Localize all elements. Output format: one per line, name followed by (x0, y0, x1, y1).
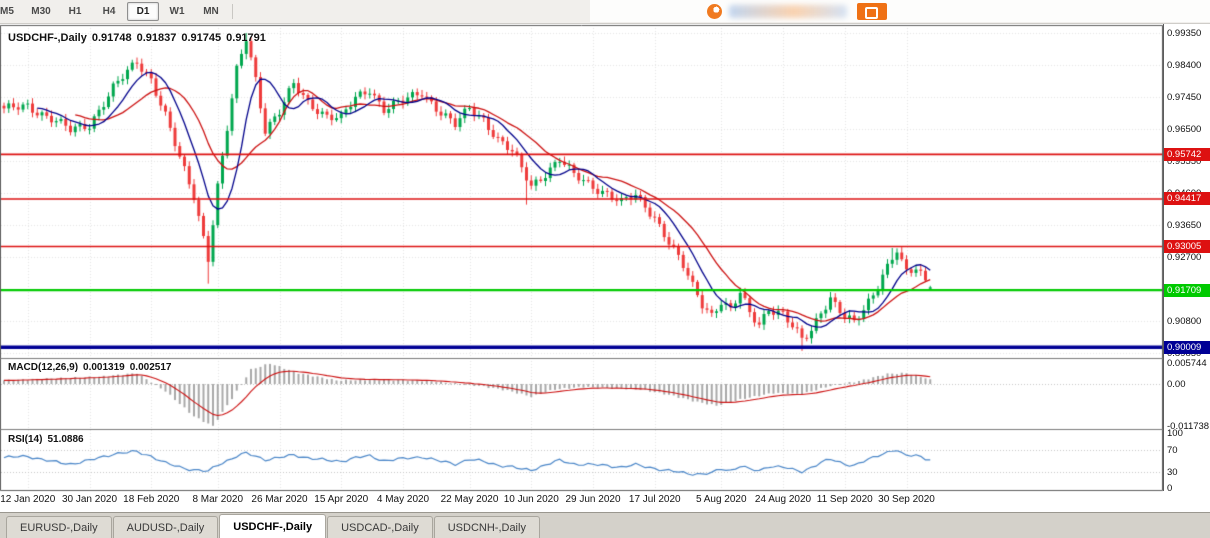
chart-tab-usdchf[interactable]: USDCHF-,Daily (219, 514, 327, 538)
date-tick-label: 5 Aug 2020 (695, 494, 747, 505)
high-value: 0.91837 (136, 32, 177, 44)
chart-window: USDCHF-,Daily 0.91748 0.91837 0.91745 0.9179… (0, 24, 1210, 512)
rsi-name: RSI(14) (8, 434, 43, 445)
symbol-period-label: USDCHF-,Daily (8, 32, 87, 44)
price-tick-label: 0.92700 (1167, 251, 1202, 263)
macd-signal-value: 0.002517 (129, 362, 172, 373)
price-tick-label: 0.90800 (1167, 315, 1202, 327)
timeframe-button-m30[interactable]: M30 (31, 6, 51, 17)
price-level-badge: 0.93005 (1164, 239, 1210, 253)
chart-tab-usdcnh[interactable]: USDCNH-,Daily (433, 516, 540, 538)
timeframe-button-w1[interactable]: W1 (169, 6, 185, 17)
date-tick-label: 22 May 2020 (440, 494, 499, 505)
macd-indicator-label: MACD(12,26,9) 0.001319 0.002517 (8, 362, 176, 373)
chart-canvas[interactable] (0, 24, 1163, 512)
right-axis[interactable]: 0.993500.984000.974500.965000.955500.946… (1163, 24, 1210, 494)
chart-tab-eurusd[interactable]: EURUSD-,Daily (6, 516, 112, 538)
date-tick-label: 12 Jan 2020 (0, 494, 56, 505)
date-tick-label: 18 Feb 2020 (123, 494, 180, 505)
macd-tick-label: 0.005744 (1167, 358, 1207, 370)
date-tick-label: 10 Jun 2020 (503, 494, 559, 505)
timeframe-button-h4[interactable]: H4 (102, 6, 116, 17)
timeframe-button-m5[interactable]: M5 (0, 6, 14, 17)
timeframe-button-d1[interactable]: D1 (127, 2, 159, 21)
macd-tick-label: -0.011738 (1167, 421, 1210, 433)
close-value: 0.91791 (226, 32, 266, 44)
macd-main-value: 0.001319 (83, 362, 125, 373)
rsi-indicator-label: RSI(14) 51.0886 (8, 434, 89, 445)
price-tick-label: 0.97450 (1167, 91, 1202, 103)
logo-icon (707, 4, 722, 19)
date-tick-label: 8 Mar 2020 (192, 494, 244, 505)
date-tick-label: 24 Aug 2020 (754, 494, 812, 505)
open-value: 0.91748 (91, 32, 132, 44)
date-tick-label: 4 May 2020 (376, 494, 430, 505)
price-tick-label: 0.93650 (1167, 219, 1202, 231)
price-level-badge: 0.91709 (1164, 283, 1210, 297)
price-tick-label: 0.98400 (1167, 60, 1202, 71)
rsi-value: 51.0886 (47, 434, 84, 445)
date-tick-label: 29 Jun 2020 (565, 494, 621, 505)
date-tick-label: 17 Jul 2020 (628, 494, 681, 505)
price-tick-label: 0.99350 (1167, 28, 1202, 40)
chart-tab-audusd[interactable]: AUDUSD-,Daily (112, 516, 219, 538)
chart-ohlc-title: USDCHF-,Daily 0.91748 0.91837 0.91745 0.9179… (8, 32, 271, 44)
macd-name: MACD(12,26,9) (8, 362, 79, 373)
timeframe-toolbar: M5 M30 H1 H4 D1 W1 MN (0, 0, 1210, 24)
price-tick-label: 0.96500 (1167, 123, 1202, 135)
rsi-tick-label: 100 (1167, 428, 1183, 439)
symbol-tabs: EURUSD-,Daily AUDUSD-,Daily USDCHF-,Daily U… (0, 512, 1210, 538)
rsi-tick-label: 0 (1167, 483, 1173, 494)
logo-wash (590, 0, 1210, 22)
date-tick-label: 11 Sep 2020 (816, 494, 873, 505)
price-level-badge: 0.90009 (1164, 340, 1210, 354)
chart-tab-usdcad[interactable]: USDCAD-,Daily (327, 516, 433, 538)
date-tick-label: 30 Jan 2020 (61, 494, 118, 505)
logo-badge-icon (857, 3, 887, 20)
timeframe-button-h1[interactable]: H1 (68, 6, 82, 17)
macd-tick-label: 0.00 (1167, 379, 1186, 390)
low-value: 0.91745 (181, 32, 222, 44)
price-level-badge: 0.94417 (1164, 192, 1210, 206)
rsi-tick-label: 70 (1167, 444, 1178, 456)
price-level-badge: 0.95742 (1164, 147, 1210, 161)
logo-text-blur (729, 5, 847, 18)
rsi-tick-label: 30 (1167, 466, 1178, 478)
timeframe-button-mn[interactable]: MN (203, 6, 219, 17)
date-tick-label: 30 Sep 2020 (878, 494, 935, 505)
date-tick-label: 26 Mar 2020 (251, 494, 308, 505)
price-tick-label: 0.95550 (1167, 155, 1202, 167)
toolbar-separator (232, 4, 233, 19)
date-tick-label: 15 Apr 2020 (314, 494, 369, 505)
